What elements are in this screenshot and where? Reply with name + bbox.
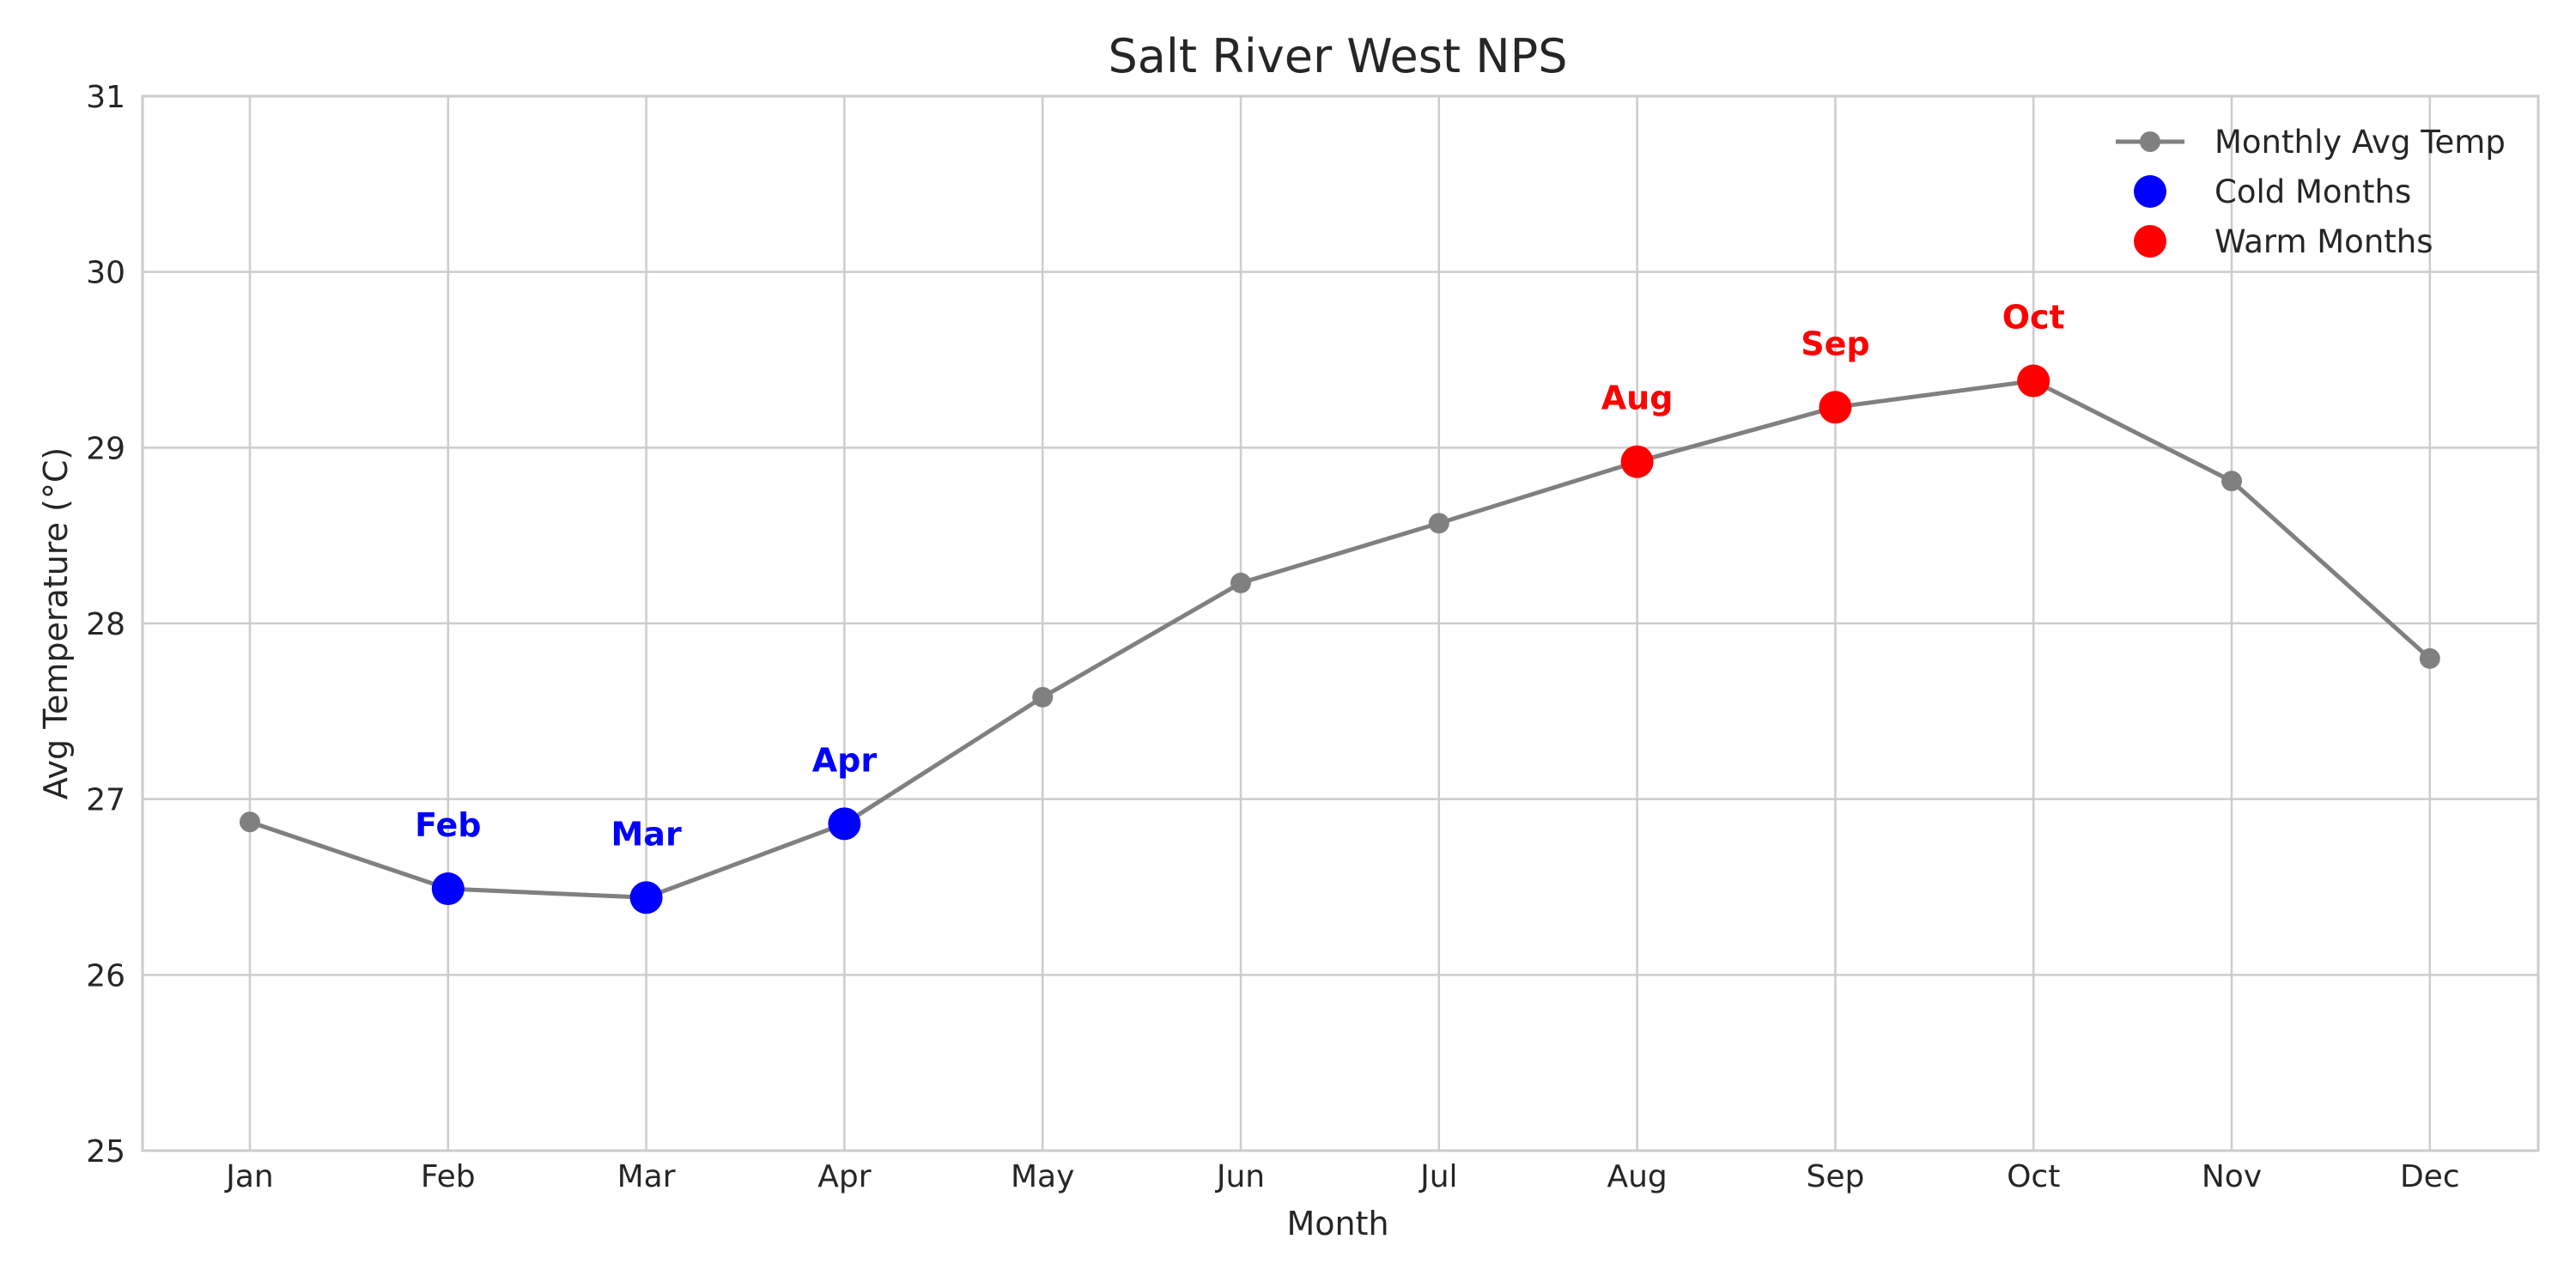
cold-months-point-apr — [828, 807, 861, 841]
warm-months-point-oct — [2017, 364, 2050, 398]
y-tick-label: 25 — [86, 1134, 125, 1170]
x-tick-label: Dec — [2400, 1159, 2460, 1194]
x-tick-label: May — [1011, 1159, 1074, 1194]
x-tick-label: Mar — [617, 1159, 676, 1194]
legend-swatch-warm-months — [2134, 225, 2166, 258]
x-tick-label: Oct — [2007, 1159, 2060, 1194]
cold-months-point-mar — [629, 881, 663, 914]
data-series — [240, 364, 2440, 914]
legend: Monthly Avg Temp Cold Months Warm Months — [2116, 124, 2506, 260]
annotation-feb: Feb — [415, 806, 481, 844]
annotation-mar: Mar — [611, 815, 681, 853]
y-tick-label: 31 — [86, 80, 125, 115]
y-tick-labels: 25 26 27 28 29 30 31 — [86, 80, 125, 1170]
x-tick-label: Feb — [421, 1159, 476, 1194]
series-line-monthly-avg-temp — [249, 379, 2432, 900]
legend-label-warm-months: Warm Months — [2215, 223, 2433, 260]
annotation-sep: Sep — [1801, 325, 1869, 362]
legend-swatch-cold-months — [2134, 175, 2166, 208]
legend-label-cold-months: Cold Months — [2215, 173, 2411, 210]
x-tick-label: Nov — [2202, 1159, 2262, 1194]
chart-title: Salt River West NPS — [1109, 29, 1568, 83]
y-tick-label: 29 — [86, 431, 125, 466]
gridlines — [143, 94, 2538, 1152]
cold-months-point-feb — [431, 872, 465, 906]
annotation-apr: Apr — [812, 741, 878, 779]
y-axis-label: Avg Temperature (°C) — [37, 447, 75, 799]
x-tick-label: Sep — [1806, 1159, 1864, 1194]
y-tick-label: 27 — [86, 783, 125, 818]
data-annotations: Feb Mar Apr Aug Sep Oct — [415, 299, 2065, 854]
x-tick-label: Apr — [817, 1159, 871, 1194]
line-marker-dec — [2419, 647, 2440, 669]
x-tick-label: Jan — [224, 1159, 274, 1194]
annotation-aug: Aug — [1601, 380, 1674, 417]
x-tick-label: Aug — [1607, 1159, 1667, 1194]
line-marker-jul — [1428, 513, 1449, 534]
y-tick-label: 28 — [86, 607, 125, 642]
line-marker-jan — [240, 811, 260, 833]
annotation-oct: Oct — [2002, 299, 2065, 337]
line-marker-jun — [1230, 572, 1251, 593]
x-axis-label: Month — [1286, 1205, 1388, 1242]
y-tick-label: 26 — [86, 958, 125, 993]
y-tick-label: 30 — [86, 256, 125, 291]
x-tick-label: Jul — [1419, 1159, 1457, 1194]
x-tick-label: Jun — [1215, 1159, 1265, 1194]
line-marker-nov — [2221, 471, 2242, 492]
x-tick-labels: Jan Feb Mar Apr May Jun Jul Aug Sep Oct Nov Dec — [224, 1159, 2459, 1194]
legend-swatch-marker — [2140, 131, 2160, 152]
legend-label-monthly-avg-temp: Monthly Avg Temp — [2215, 124, 2506, 161]
warm-months-point-sep — [1819, 391, 1852, 424]
line-marker-may — [1032, 686, 1054, 708]
plot-area-frame — [141, 94, 2540, 1152]
warm-months-point-aug — [1620, 445, 1654, 478]
